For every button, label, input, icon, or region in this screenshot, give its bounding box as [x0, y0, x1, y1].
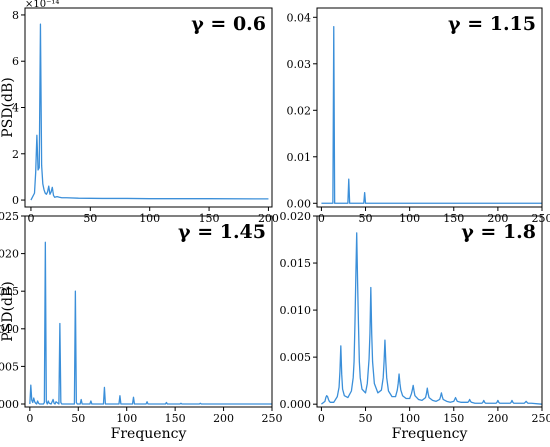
series-line-p2 [321, 25, 542, 204]
x-tick-label: 0 [318, 412, 325, 425]
y-axis-label: PSD(dB) [0, 281, 16, 341]
y-tick-label: 0.005 [280, 351, 312, 364]
y-tick-label: 0.020 [280, 210, 312, 223]
y-tick-label: 0.010 [280, 304, 312, 317]
x-tick-label: 200 [258, 212, 279, 225]
y-tick-label: 0.04 [287, 11, 312, 24]
x-tick-label: 150 [165, 412, 186, 425]
plot-frame-p3 [24, 215, 273, 408]
y-axis-label: PSD(dB) [0, 77, 16, 137]
y-tick-label: 0.00 [287, 197, 312, 210]
x-tick-label: 150 [199, 212, 220, 225]
y-tick-label: 0.020 [0, 248, 19, 261]
x-tick-label: 250 [532, 412, 550, 425]
x-tick-label: 150 [443, 412, 464, 425]
panel-p4: 0 50 100 150 200 250 0.000 0.005 0.010 0.015 0.020… [280, 210, 550, 442]
x-tick-label: 100 [116, 412, 137, 425]
y-tick-label: 0.005 [0, 360, 19, 373]
y-tick-label: 2 [12, 148, 19, 161]
x-tick-label: 50 [359, 212, 373, 225]
y-tick-label: 8 [12, 9, 19, 22]
panel-p1: 0 50 100 150 200 0 2 4 6 8 γ = 0.6 PSD(dB) ×10⁻¹⁴ [0, 0, 279, 225]
series-line-p4 [321, 232, 543, 405]
plot-frame-p2 [316, 7, 543, 208]
panel-title: γ = 1.15 [448, 13, 536, 35]
y-tick-label: 0.025 [0, 210, 19, 223]
y-tick-label: 0.03 [287, 58, 312, 71]
x-tick-label: 250 [262, 412, 283, 425]
x-tick-label: 200 [487, 212, 508, 225]
x-axis-label: Frequency [392, 426, 468, 442]
x-tick-label: 50 [83, 212, 97, 225]
plot-frame-p1 [24, 7, 273, 208]
x-tick-label: 50 [71, 412, 85, 425]
x-tick-label: 0 [27, 212, 34, 225]
panel-title: γ = 1.8 [461, 221, 536, 243]
y-tick-label: 6 [12, 55, 19, 68]
y-exponent-label: ×10⁻¹⁴ [25, 0, 59, 10]
x-tick-label: 100 [139, 212, 160, 225]
x-tick-label: 250 [532, 212, 550, 225]
x-tick-label: 100 [399, 212, 420, 225]
y-tick-label: 0.010 [0, 323, 19, 336]
panel-p3: 0 50 100 150 200 250 0.000 0.005 0.010 0.015 0.020… [0, 210, 283, 442]
panel-p2: 0 50 100 150 200 250 0.00 0.01 0.02 0.03 0.04 γ = 1… [287, 7, 550, 225]
x-tick-label: 200 [487, 412, 508, 425]
x-axis-label: Frequency [111, 426, 187, 442]
plot-frame-p4 [316, 215, 543, 408]
y-tick-label: 0.000 [280, 398, 312, 411]
x-tick-label: 0 [26, 412, 33, 425]
y-tick-label: 0.015 [0, 285, 19, 298]
panel-title: γ = 0.6 [191, 13, 266, 35]
y-tick-label: 0.02 [287, 104, 312, 117]
x-tick-label: 0 [318, 212, 325, 225]
y-tick-label: 0.01 [287, 151, 312, 164]
y-tick-label: 0.000 [0, 398, 19, 411]
x-tick-label: 50 [359, 412, 373, 425]
y-tick-label: 4 [12, 102, 19, 115]
x-tick-label: 150 [443, 212, 464, 225]
y-tick-label: 0.015 [280, 257, 312, 270]
series-line-p1 [30, 23, 269, 201]
panel-title: γ = 1.45 [178, 221, 266, 243]
series-line-p3 [29, 241, 272, 405]
x-tick-label: 100 [399, 412, 420, 425]
x-tick-label: 200 [213, 412, 234, 425]
y-tick-label: 0 [12, 194, 19, 207]
